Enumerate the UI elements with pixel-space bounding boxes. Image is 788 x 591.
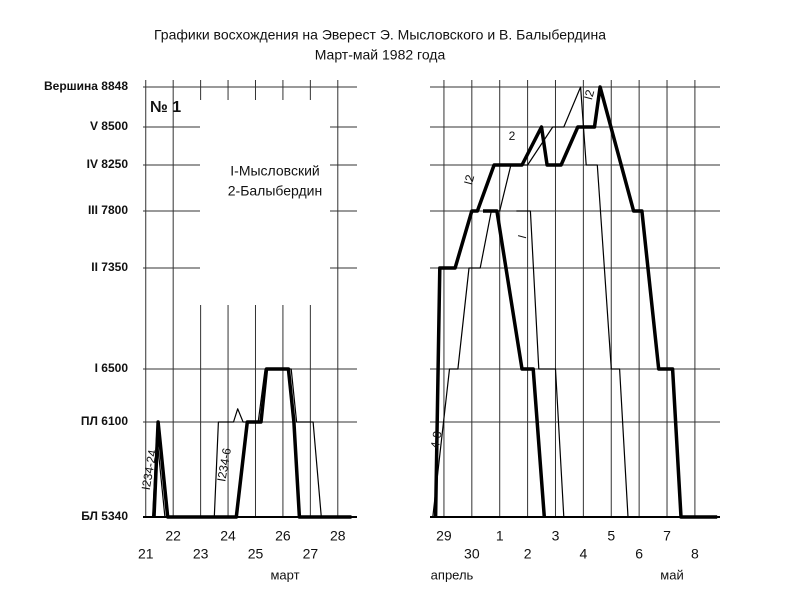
annotation: 4-8 [428,430,445,450]
series-line [152,367,352,519]
series-line [433,85,718,519]
x-tick-label: 26 [275,528,291,544]
x-axis-label: апрель [431,567,474,582]
x-tick-label: 23 [193,546,209,562]
y-tick-label: БЛ 5340 [81,509,128,523]
annotation: 2 [509,129,516,143]
y-tick-label: IV 8250 [87,157,129,171]
legend-box [200,100,330,305]
annotation: I2 [461,173,477,187]
x-tick-label: 21 [138,546,154,562]
x-tick-label: 28 [330,528,346,544]
x-tick-label: 22 [165,528,181,544]
y-tick-label: Вершина 8848 [44,79,128,93]
y-tick-label: III 7800 [88,203,128,217]
x-tick-label: 27 [303,546,319,562]
annotation: № 1 [150,99,181,116]
x-tick-label: 7 [663,528,671,544]
chart-title: Графики восхождения на Эверест Э. Мыслов… [154,27,606,43]
x-tick-label: 1 [496,528,504,544]
legend-entry: I-Мысловский [230,163,319,179]
x-tick-label: 30 [464,546,480,562]
y-tick-label: II 7350 [91,260,128,274]
annotation: I234-6 [214,447,234,483]
x-tick-label: 4 [579,546,587,562]
x-axis-label: март [270,567,299,582]
legend-entry: 2-Балыбердин [228,183,323,199]
chart-subtitle: Март-май 1982 года [315,47,446,63]
x-tick-label: 29 [436,528,452,544]
x-tick-label: 8 [691,546,699,562]
y-tick-label: V 8500 [90,119,128,133]
annotation: I2 [581,88,597,102]
series-line [152,368,322,518]
y-tick-label: ПЛ 6100 [81,414,128,428]
x-tick-label: 24 [220,528,236,544]
x-tick-label: 6 [635,546,643,562]
annotation: I [515,233,529,240]
x-tick-label: 2 [524,546,532,562]
y-tick-label: I 6500 [95,361,129,375]
x-axis-label: май [660,567,683,582]
x-tick-label: 25 [248,546,264,562]
x-tick-label: 5 [607,528,615,544]
series-line [432,86,629,518]
x-tick-label: 3 [552,528,560,544]
